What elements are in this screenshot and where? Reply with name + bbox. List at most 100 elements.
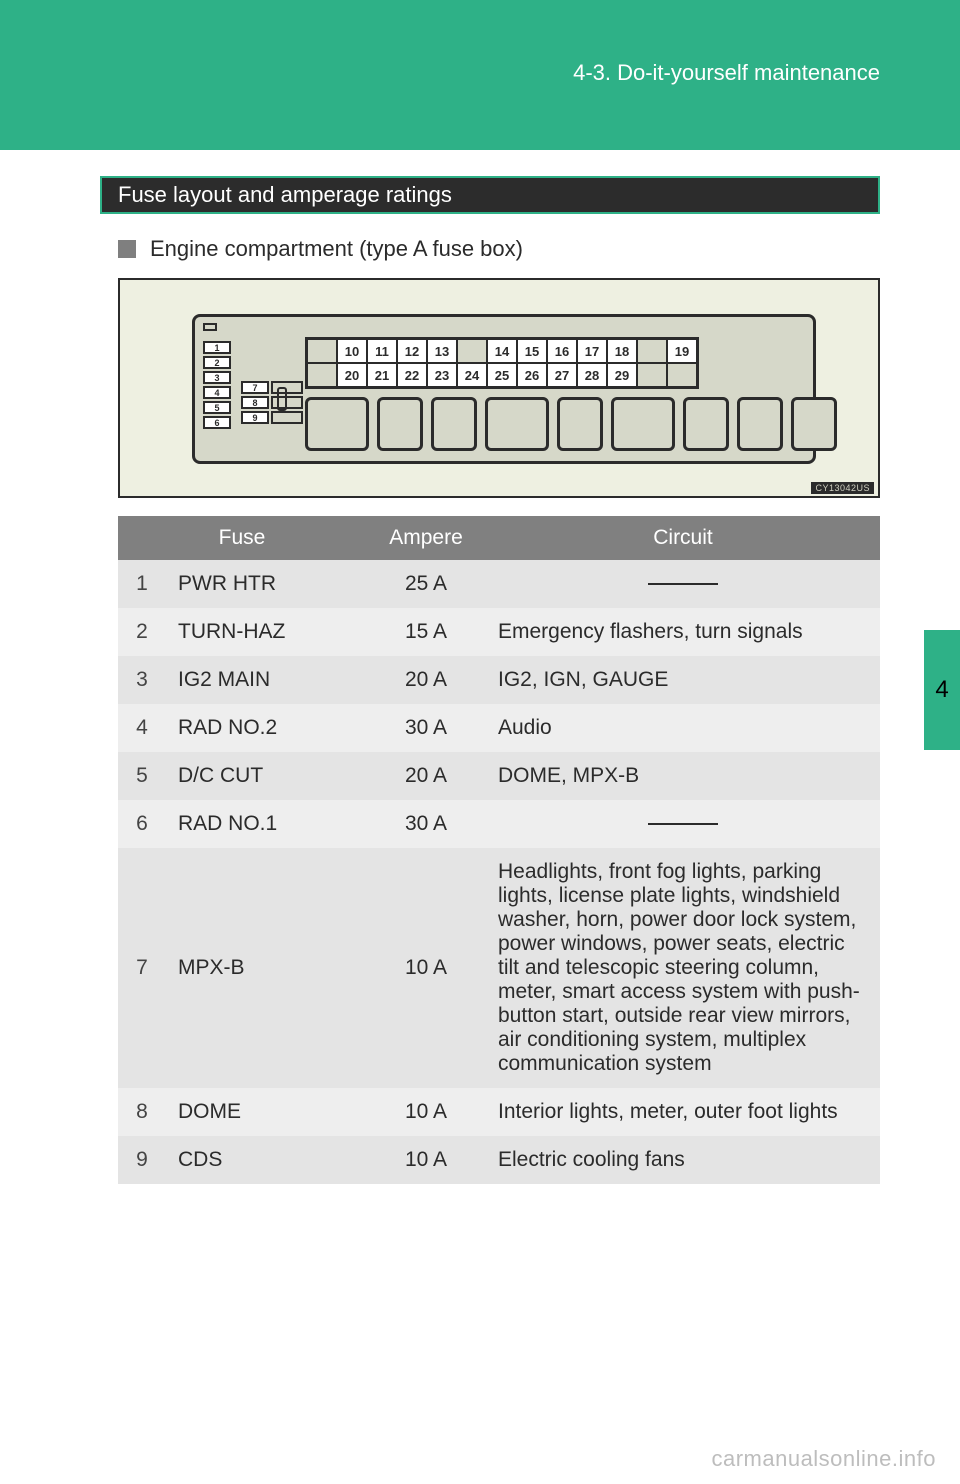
cell-fuse: TURN-HAZ xyxy=(166,608,366,656)
fuse-cell-15: 15 xyxy=(517,339,547,363)
fuse-cell-25: 25 xyxy=(487,363,517,387)
dash-icon xyxy=(648,583,718,585)
fuse-cell-10: 10 xyxy=(337,339,367,363)
header-band: 4-3. Do-it-yourself maintenance xyxy=(0,0,960,150)
cell-circuit xyxy=(486,800,880,848)
fuse-slot-1: 1 xyxy=(203,341,231,354)
cell-no: 9 xyxy=(118,1136,166,1184)
blank-cell xyxy=(307,339,337,363)
fuse-cell-28: 28 xyxy=(577,363,607,387)
large-fuse xyxy=(557,397,603,451)
subsection-bullet-icon xyxy=(118,240,136,258)
large-fuse xyxy=(305,397,369,451)
cell-no: 6 xyxy=(118,800,166,848)
cell-ampere: 30 A xyxy=(366,800,486,848)
fuse-cell-24: 24 xyxy=(457,363,487,387)
fuse-slot-8: 8 xyxy=(241,396,269,409)
cell-fuse: MPX-B xyxy=(166,848,366,1088)
table-row: 3IG2 MAIN20 AIG2, IGN, GAUGE xyxy=(118,656,880,704)
fuse-cell-29: 29 xyxy=(607,363,637,387)
cell-fuse: RAD NO.1 xyxy=(166,800,366,848)
large-fuse-row xyxy=(305,397,837,451)
cell-ampere: 15 A xyxy=(366,608,486,656)
page-content: Fuse layout and amperage ratings Engine … xyxy=(0,150,960,1184)
fuse-cell-12: 12 xyxy=(397,339,427,363)
dash-icon xyxy=(648,823,718,825)
fuse-cell-26: 26 xyxy=(517,363,547,387)
blank-cell xyxy=(637,363,667,387)
subsection-row: Engine compartment (type A fuse box) xyxy=(118,236,880,262)
cell-circuit: Electric cooling fans xyxy=(486,1136,880,1184)
large-fuse xyxy=(485,397,549,451)
th-circuit: Circuit xyxy=(486,516,880,560)
fuse-slot-9: 9 xyxy=(241,411,269,424)
cell-no: 7 xyxy=(118,848,166,1088)
large-fuse xyxy=(737,397,783,451)
large-fuse xyxy=(377,397,423,451)
fuse-cell-16: 16 xyxy=(547,339,577,363)
cell-ampere: 30 A xyxy=(366,704,486,752)
fuse-cell-22: 22 xyxy=(397,363,427,387)
cell-no: 5 xyxy=(118,752,166,800)
table-row: 5D/C CUT20 ADOME, MPX-B xyxy=(118,752,880,800)
fuse-cell-11: 11 xyxy=(367,339,397,363)
cell-circuit xyxy=(486,560,880,608)
table-row: 1PWR HTR25 A xyxy=(118,560,880,608)
cell-ampere: 10 A xyxy=(366,1088,486,1136)
cell-circuit: Headlights, front fog lights, parking li… xyxy=(486,848,880,1088)
fuse-cell-18: 18 xyxy=(607,339,637,363)
fuse-slot-2: 2 xyxy=(203,356,231,369)
watermark: carmanualsonline.info xyxy=(711,1446,936,1472)
cell-circuit: Interior lights, meter, outer foot light… xyxy=(486,1088,880,1136)
blank-slot xyxy=(271,396,303,409)
fuse-row-2: 20212223242526272829 xyxy=(307,363,697,387)
fuse-cell-23: 23 xyxy=(427,363,457,387)
fuse-slot-6: 6 xyxy=(203,416,231,429)
table-row: 9CDS10 AElectric cooling fans xyxy=(118,1136,880,1184)
table-row: 6RAD NO.130 A xyxy=(118,800,880,848)
fuse-cell-19: 19 xyxy=(667,339,697,363)
section-title-bar: Fuse layout and amperage ratings xyxy=(100,176,880,214)
large-fuse xyxy=(431,397,477,451)
cell-no: 1 xyxy=(118,560,166,608)
fuse-slot-4: 4 xyxy=(203,386,231,399)
fuse-table: Fuse Ampere Circuit 1PWR HTR25 A2TURN-HA… xyxy=(118,516,880,1184)
cell-no: 2 xyxy=(118,608,166,656)
large-fuse xyxy=(611,397,675,451)
th-ampere: Ampere xyxy=(366,516,486,560)
cell-ampere: 20 A xyxy=(366,752,486,800)
table-row: 4RAD NO.230 AAudio xyxy=(118,704,880,752)
blank-cell xyxy=(457,339,487,363)
cell-ampere: 10 A xyxy=(366,848,486,1088)
cell-no: 4 xyxy=(118,704,166,752)
large-fuse xyxy=(791,397,837,451)
mid-slot-column: 789 xyxy=(241,381,303,424)
cell-ampere: 20 A xyxy=(366,656,486,704)
blank-cell xyxy=(667,363,697,387)
table-row: 7MPX-B10 AHeadlights, front fog lights, … xyxy=(118,848,880,1088)
fuse-box-diagram: 123456 789 10111213141516171819 20212223… xyxy=(118,278,880,498)
th-fuse: Fuse xyxy=(118,516,366,560)
fuse-cell-14: 14 xyxy=(487,339,517,363)
subsection-title: Engine compartment (type A fuse box) xyxy=(150,236,523,262)
cell-fuse: RAD NO.2 xyxy=(166,704,366,752)
fuse-cell-21: 21 xyxy=(367,363,397,387)
panel-knob-icon xyxy=(277,387,287,411)
table-row: 2TURN-HAZ15 AEmergency flashers, turn si… xyxy=(118,608,880,656)
table-header-row: Fuse Ampere Circuit xyxy=(118,516,880,560)
blank-slot xyxy=(271,411,303,424)
cell-fuse: DOME xyxy=(166,1088,366,1136)
diagram-code: CY13042US xyxy=(811,482,874,494)
fuse-cell-13: 13 xyxy=(427,339,457,363)
table-body: 1PWR HTR25 A2TURN-HAZ15 AEmergency flash… xyxy=(118,560,880,1184)
cell-fuse: CDS xyxy=(166,1136,366,1184)
fuse-slot-3: 3 xyxy=(203,371,231,384)
chapter-tab: 4 xyxy=(924,630,960,750)
header-breadcrumb: 4-3. Do-it-yourself maintenance xyxy=(573,60,880,86)
blank-cell xyxy=(307,363,337,387)
large-fuse xyxy=(683,397,729,451)
top-fuse-grid: 10111213141516171819 2021222324252627282… xyxy=(305,337,699,389)
cell-ampere: 10 A xyxy=(366,1136,486,1184)
cell-circuit: IG2, IGN, GAUGE xyxy=(486,656,880,704)
cell-circuit: DOME, MPX-B xyxy=(486,752,880,800)
